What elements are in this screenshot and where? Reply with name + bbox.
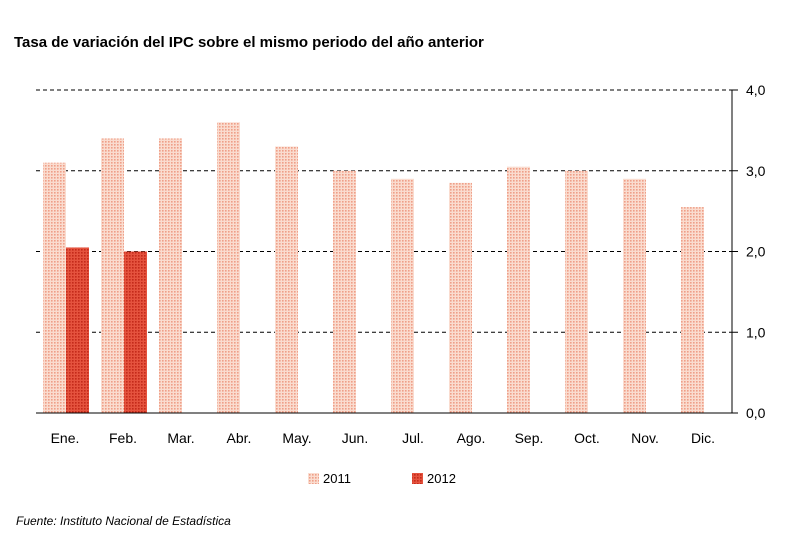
bar-2011-3 [159, 138, 182, 413]
legend-swatch-2012 [412, 473, 423, 484]
y-tick-label: 2,0 [746, 244, 766, 260]
bar-2011-8 [449, 182, 472, 413]
bar-2011-4 [217, 122, 240, 414]
x-tick-label: Abr. [227, 430, 252, 446]
y-tick-label: 1,0 [746, 324, 766, 340]
x-tick-label: Jul. [402, 430, 424, 446]
bar-2011-2 [101, 138, 124, 413]
bar-2011-6 [333, 170, 356, 413]
x-tick-label: Feb. [109, 430, 137, 446]
bar-2011-5 [275, 146, 298, 413]
chart-title: Tasa de variación del IPC sobre el mismo… [14, 34, 484, 51]
x-tick-label: Ene. [51, 430, 80, 446]
bar-2011-11 [623, 178, 646, 413]
bar-2012-1 [66, 247, 89, 413]
legend-label-2011: 2011 [323, 471, 351, 486]
bar-2011-10 [565, 170, 588, 413]
bar-2012-2 [124, 251, 147, 413]
x-tick-label: Oct. [574, 430, 600, 446]
bar-2011-12 [681, 207, 704, 413]
x-tick-label: Nov. [631, 430, 659, 446]
bar-2011-9 [507, 166, 530, 413]
y-tick-label: 4,0 [746, 82, 766, 98]
x-tick-label: Sep. [515, 430, 544, 446]
x-tick-label: Mar. [167, 430, 194, 446]
x-tick-label: Ago. [457, 430, 486, 446]
bar-2011-1 [43, 162, 66, 413]
source-note: Fuente: Instituto Nacional de Estadístic… [16, 514, 231, 528]
x-tick-label: Dic. [691, 430, 715, 446]
y-tick-label: 0,0 [746, 405, 766, 421]
y-tick-label: 3,0 [746, 163, 766, 179]
x-tick-label: Jun. [342, 430, 368, 446]
legend-label-2012: 2012 [427, 471, 456, 486]
legend-swatch-2011 [308, 473, 319, 484]
x-tick-label: May. [282, 430, 311, 446]
bar-2011-7 [391, 178, 414, 413]
